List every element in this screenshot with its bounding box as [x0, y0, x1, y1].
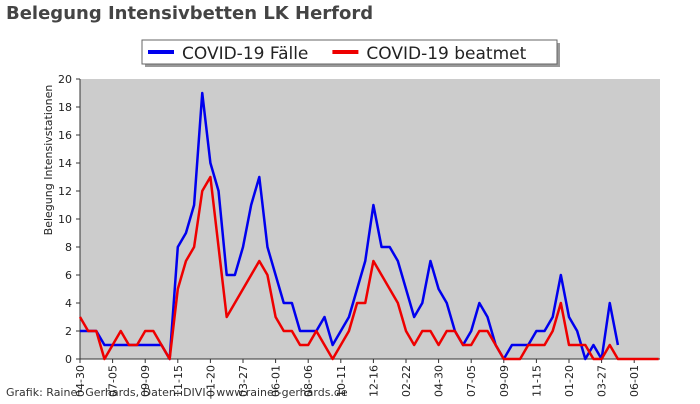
- y-tick-label: 18: [58, 101, 72, 114]
- y-tick-label: 8: [65, 241, 72, 254]
- y-tick-label: 4: [65, 297, 72, 310]
- x-tick-label: 04-30: [74, 365, 87, 397]
- legend-label: COVID-19 beatmet: [366, 44, 526, 64]
- x-tick-label: 01-20: [204, 365, 217, 397]
- x-tick-label: 11-15: [172, 365, 185, 397]
- x-tick-label: 08-06: [302, 365, 315, 397]
- plot-background: [80, 79, 660, 359]
- x-tick-label: 06-01: [270, 365, 283, 397]
- legend-label: COVID-19 Fälle: [182, 44, 308, 64]
- x-tick-label: 03-27: [237, 365, 250, 397]
- x-tick-label: 02-22: [400, 365, 413, 397]
- legend: COVID-19 Fälle COVID-19 beatmet: [141, 39, 560, 67]
- x-tick-label: 07-05: [465, 365, 478, 397]
- y-tick-label: 12: [58, 185, 72, 198]
- y-tick-label: 0: [65, 353, 72, 366]
- data-line: [78, 175, 659, 361]
- y-tick-label: 10: [58, 213, 72, 226]
- y-tick-label: 20: [58, 73, 72, 86]
- y-tick-label: 6: [65, 269, 72, 282]
- footer: Grafik: Rainer Gerhards, Daten: DIVI | w…: [6, 386, 348, 399]
- y-tick-label: 2: [65, 325, 72, 338]
- y-tick-label: 14: [58, 157, 72, 170]
- x-tick-label: 03-27: [596, 365, 609, 397]
- x-tick-label: 09-09: [139, 365, 152, 397]
- x-tick-label: 01-20: [563, 365, 576, 397]
- x-tick-label: 07-05: [107, 365, 120, 397]
- x-tick-label: 06-01: [628, 365, 641, 397]
- x-tick-label: 12-16: [367, 365, 380, 397]
- y-tick-label: 16: [58, 129, 72, 142]
- x-tick-label: 11-15: [530, 365, 543, 397]
- x-tick-label: 10-11: [335, 365, 348, 397]
- chart-title: Belegung Intensivbetten LK Herford: [6, 3, 373, 24]
- x-tick-label: 09-09: [498, 365, 511, 397]
- x-tick-label: 04-30: [433, 365, 446, 397]
- y-axis-title: Belegung Intensivstationen: [42, 85, 55, 236]
